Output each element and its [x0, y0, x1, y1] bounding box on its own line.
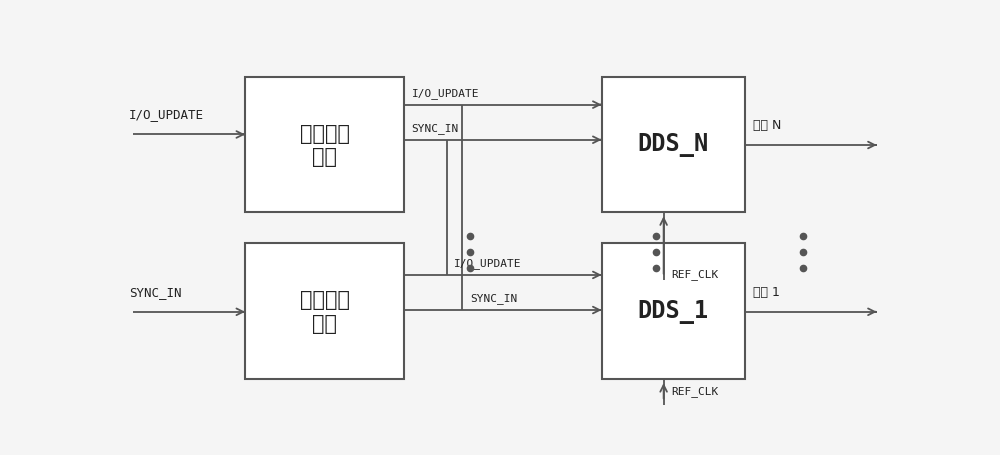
Bar — [602, 77, 745, 212]
Text: SYNC_IN: SYNC_IN — [412, 122, 459, 133]
Text: 输出 N: 输出 N — [753, 119, 781, 131]
Text: REF_CLK: REF_CLK — [671, 268, 719, 279]
Text: 输出 1: 输出 1 — [753, 285, 780, 298]
Bar — [602, 244, 745, 379]
Text: I/O_UPDATE: I/O_UPDATE — [454, 258, 522, 268]
Text: 时钟分配
模块: 时钟分配 模块 — [300, 123, 350, 167]
Text: SYNC_IN: SYNC_IN — [129, 285, 181, 298]
Text: DDS_1: DDS_1 — [638, 299, 709, 323]
Text: REF_CLK: REF_CLK — [671, 385, 719, 396]
Text: I/O_UPDATE: I/O_UPDATE — [129, 108, 204, 121]
Text: DDS_N: DDS_N — [638, 133, 709, 157]
Text: 时钟分配
模块: 时钟分配 模块 — [300, 290, 350, 333]
Bar — [245, 77, 404, 212]
Text: SYNC_IN: SYNC_IN — [470, 293, 517, 303]
Text: I/O_UPDATE: I/O_UPDATE — [412, 87, 479, 98]
Bar — [245, 244, 404, 379]
